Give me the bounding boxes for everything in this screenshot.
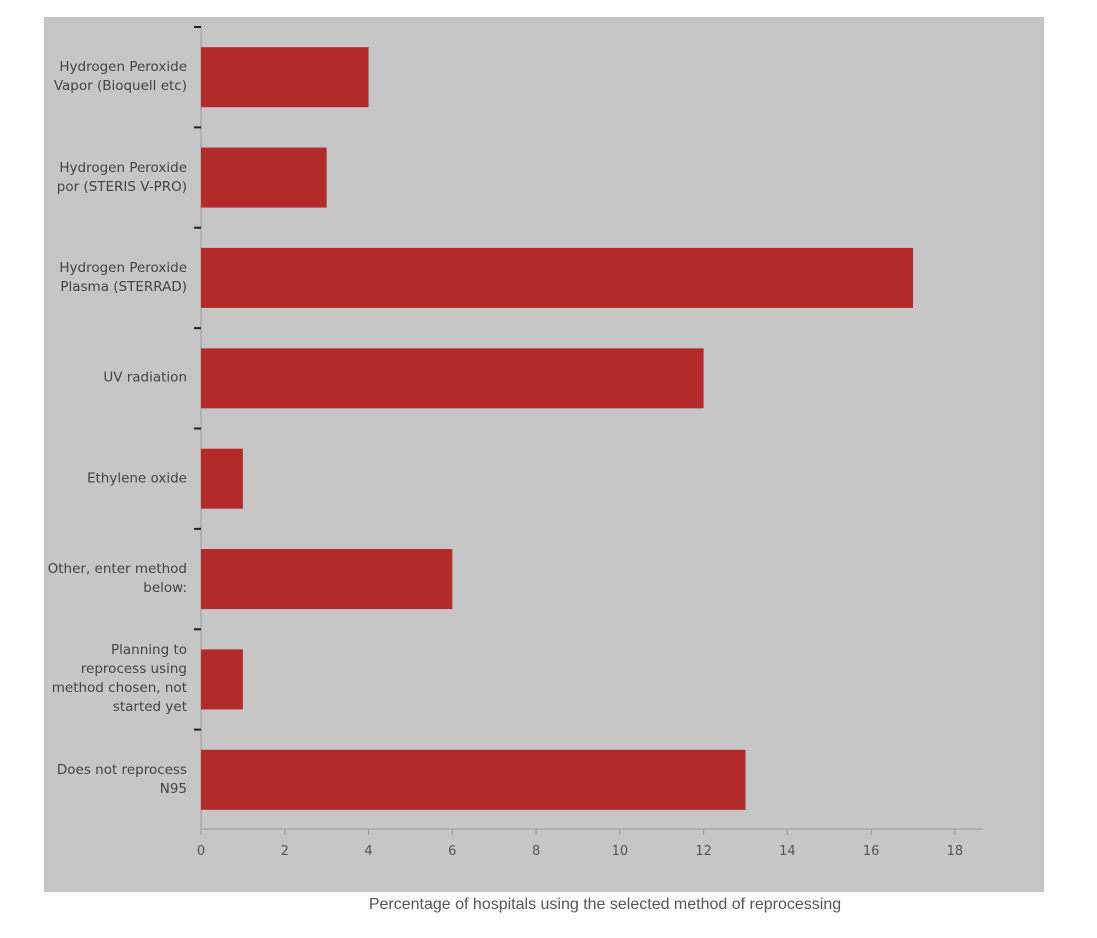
bar: [201, 649, 243, 710]
x-tick-label: 12: [695, 844, 712, 859]
bar: [201, 448, 243, 509]
x-tick-label: 8: [532, 844, 540, 859]
category-label: Hydrogen Peroxide por (STERIS V-PRO): [56, 159, 187, 195]
x-tick-label: 10: [612, 844, 629, 859]
caption: Percentage of hospitals using the select…: [368, 896, 842, 913]
x-tick-label: 0: [197, 844, 205, 859]
category-label: Does not reprocess N95: [56, 761, 187, 797]
category-label: Planning to reprocess using method chose…: [51, 642, 187, 716]
category-label: Hydrogen Peroxide Plasma (STERRAD): [59, 259, 187, 295]
x-tick-label: 16: [863, 844, 880, 859]
x-tick-label: 2: [281, 844, 289, 859]
bar: [201, 348, 704, 409]
bar: [201, 47, 369, 108]
bar: [201, 147, 327, 208]
category-label: UV radiation: [103, 369, 187, 386]
category-label: Other, enter method below:: [47, 561, 187, 597]
bar: [201, 549, 453, 610]
category-label: Hydrogen Peroxide Vapor (Bioquell etc): [53, 59, 187, 95]
bar: [201, 749, 746, 810]
bar: [201, 247, 914, 308]
category-label: Ethylene oxide: [86, 470, 187, 487]
x-tick-label: 18: [947, 844, 964, 859]
x-tick-label: 6: [448, 844, 456, 859]
x-tick-label: 14: [779, 844, 796, 859]
x-tick-label: 4: [364, 844, 372, 859]
